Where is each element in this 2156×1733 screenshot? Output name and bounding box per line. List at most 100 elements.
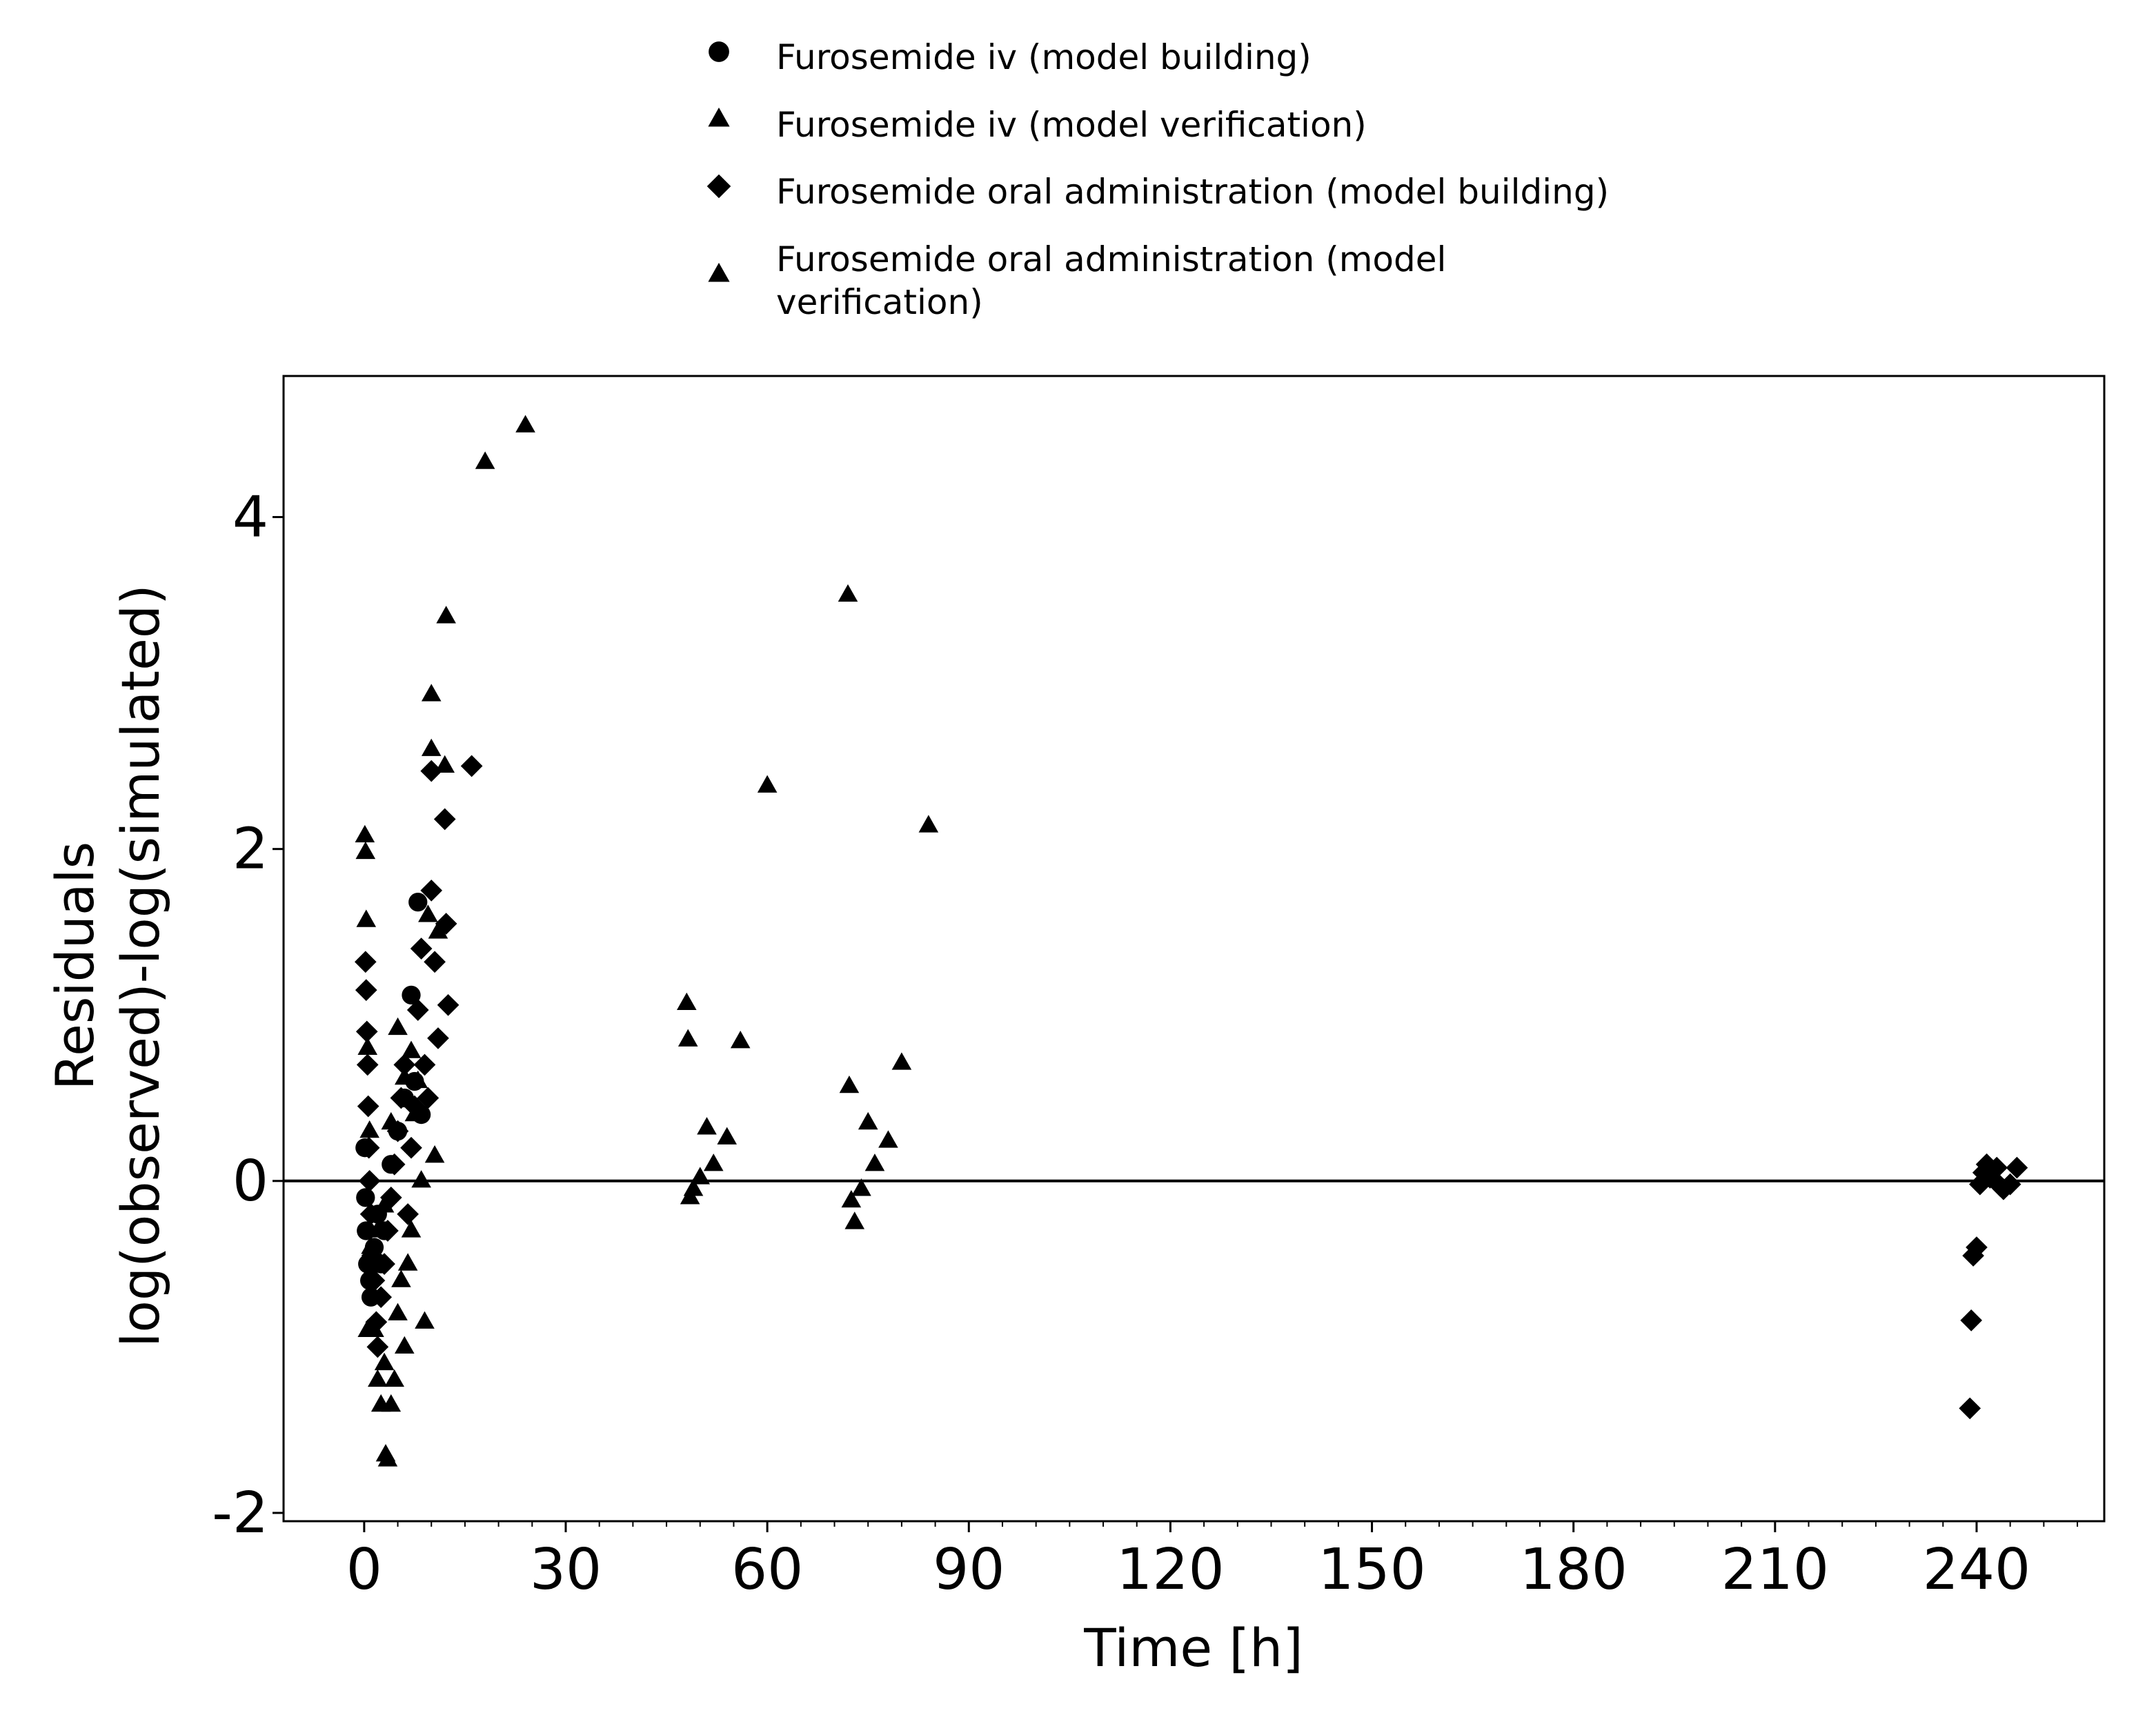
data-point-triangle [394, 1336, 415, 1354]
data-point-diamond [357, 1136, 380, 1159]
data-point-diamond [359, 1203, 382, 1225]
data-point-diamond [356, 1053, 379, 1076]
data-point-triangle [428, 921, 448, 939]
data-point-triangle [411, 1170, 431, 1188]
data-point-triangle [374, 1195, 395, 1213]
data-point-diamond [1966, 1236, 1988, 1258]
data-point-triangle [368, 1220, 388, 1238]
data-point-diamond [1972, 1161, 1995, 1184]
data-point-circle [356, 1188, 375, 1207]
y-tick-label: 0 [233, 1149, 268, 1214]
data-point-diamond [417, 1087, 439, 1109]
data-point-triangle [436, 606, 456, 624]
legend-item-furosemide-iv-model-building: Furosemide iv (model building) [709, 37, 1312, 77]
data-point-triangle [394, 1067, 415, 1085]
data-point-triangle [401, 1040, 422, 1058]
y-tick-label: 4 [233, 484, 268, 550]
x-tick-label: 30 [530, 1537, 602, 1603]
data-point-triangle [841, 1189, 862, 1208]
x-tick-label: 150 [1318, 1537, 1426, 1603]
data-point-diamond [373, 1253, 395, 1275]
data-point-triangle [858, 1111, 878, 1130]
y-axis-title: Residuals log(observed)-log(simulated) [44, 584, 171, 1347]
data-point-triangle [384, 1369, 404, 1387]
data-point-triangle [703, 1153, 724, 1171]
data-point-triangle [697, 1117, 717, 1135]
data-point-triangle [730, 1031, 751, 1049]
data-point-diamond [437, 993, 459, 1016]
data-point-diamond [420, 760, 443, 782]
data-point-triangle [391, 1269, 411, 1287]
series-furosemide-oral-administration-model-building [354, 755, 2028, 1420]
y-axis: -2 0 2 4 [212, 484, 284, 1546]
x-tick-label: 210 [1721, 1537, 1830, 1603]
data-point-triangle [757, 775, 778, 793]
legend-label: Furosemide iv (model building) [776, 37, 1312, 77]
data-point-diamond [1999, 1173, 2021, 1196]
y-axis-title-line-2: log(observed)-log(simulated) [110, 584, 171, 1347]
data-point-diamond [1979, 1167, 2001, 1189]
data-point-diamond [1959, 1397, 1981, 1420]
data-point-diamond [400, 1136, 422, 1159]
data-point-triangle [355, 841, 376, 860]
x-axis-title: Time [h] [1083, 1617, 1303, 1678]
data-point-diamond [424, 951, 446, 973]
data-point-diamond [1986, 1156, 2008, 1179]
legend-label: Furosemide iv (model verification) [776, 105, 1367, 145]
plot-area-frame [282, 375, 2106, 1523]
data-point-triangle [475, 451, 495, 469]
data-point-triangle [838, 584, 858, 602]
data-point-triangle [515, 415, 535, 433]
data-point-triangle [359, 1120, 379, 1138]
data-point-triangle [424, 1145, 445, 1163]
data-point-triangle [844, 1211, 865, 1229]
x-tick-label: 60 [731, 1537, 803, 1603]
x-axis: 0 30 60 90 120 150 180 210 240 [346, 1521, 2079, 1603]
data-point-diamond [355, 979, 377, 1001]
data-point-triangle [388, 1017, 408, 1036]
data-point-diamond [383, 1153, 406, 1176]
data-point-diamond [410, 938, 433, 960]
data-point-triangle [361, 1253, 381, 1271]
data-point-triangle [421, 684, 442, 702]
data-point-diamond [1960, 1309, 1983, 1331]
legend: Furosemide iv (model building) Furosemide… [706, 37, 1609, 322]
x-tick-label: 90 [933, 1537, 1005, 1603]
y-tick-label: 2 [233, 817, 268, 882]
data-point-circle [408, 892, 428, 912]
data-point-triangle [683, 1178, 704, 1196]
data-point-diamond [435, 913, 457, 935]
data-point-triangle [851, 1178, 871, 1196]
data-point-diamond [370, 1286, 393, 1309]
data-point-triangle [918, 815, 939, 833]
legend-marker-circle [709, 41, 729, 62]
data-point-diamond [420, 879, 443, 902]
data-point-triangle [381, 1394, 402, 1412]
data-point-diamond [393, 1053, 416, 1076]
data-point-diamond [433, 808, 456, 831]
data-point-circle [402, 985, 421, 1005]
data-point-triangle [368, 1369, 388, 1387]
data-point-diamond [355, 1020, 378, 1043]
data-point-triangle [357, 1037, 378, 1055]
legend-marker-triangle [708, 107, 730, 127]
data-point-triangle [397, 1253, 418, 1271]
legend-marker-triangle [708, 262, 730, 282]
data-point-diamond [358, 1169, 381, 1192]
x-tick-label: 0 [346, 1537, 382, 1603]
data-point-triangle [864, 1153, 885, 1171]
legend-marker-diamond [706, 174, 731, 199]
data-point-diamond [354, 951, 377, 973]
data-point-diamond [460, 755, 483, 778]
data-point-triangle [418, 904, 438, 922]
data-point-triangle [401, 1220, 422, 1238]
data-point-diamond [427, 1027, 449, 1049]
data-point-triangle [357, 1319, 378, 1337]
y-axis-title-line-1: Residuals [44, 842, 106, 1091]
series-furosemide-iv-model-verification [355, 415, 939, 1467]
data-point-diamond [397, 1203, 419, 1225]
data-point-triangle [377, 1449, 398, 1467]
data-point-diamond [366, 1336, 389, 1358]
data-points [354, 415, 2028, 1467]
